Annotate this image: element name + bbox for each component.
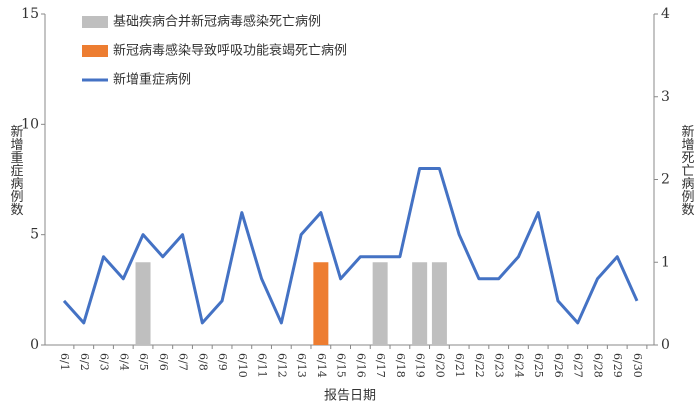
- x-tick-label: 6/7: [177, 353, 190, 371]
- x-tick-label: 6/2: [78, 353, 91, 371]
- y2-tick-label: 4: [661, 6, 670, 22]
- y-tick-label: 0: [30, 337, 39, 353]
- x-tick-label: 6/30: [631, 353, 644, 378]
- bar: [135, 262, 151, 345]
- x-tick-label: 6/22: [473, 353, 486, 378]
- legend-swatch: [82, 45, 108, 57]
- bar: [372, 262, 388, 345]
- x-tick-label: 6/13: [295, 353, 308, 378]
- y2-tick-label: 3: [661, 89, 670, 105]
- x-tick-label: 6/15: [335, 353, 348, 378]
- x-tick-label: 6/9: [216, 353, 229, 371]
- x-tick-label: 6/21: [453, 353, 466, 378]
- x-axis-title: 报告日期: [324, 389, 376, 404]
- x-tick-label: 6/1: [58, 353, 71, 371]
- x-tick-label: 6/17: [374, 353, 387, 378]
- x-tick-label: 6/25: [532, 353, 545, 378]
- y2-tick-label: 0: [661, 337, 670, 353]
- legend-label: 新冠病毒感染导致呼吸功能衰竭死亡病例: [113, 43, 347, 59]
- x-tick-label: 6/12: [275, 353, 288, 378]
- line: [62, 166, 639, 325]
- y2-axis-title: 新增死亡病例数: [679, 124, 695, 216]
- x-tick-label: 6/6: [157, 353, 170, 371]
- x-tick-label: 6/11: [256, 353, 269, 378]
- legend-label: 新增重症病例: [113, 72, 191, 88]
- y2-tick-label: 1: [661, 254, 670, 270]
- bar: [313, 262, 329, 345]
- legend-swatch: [82, 16, 108, 28]
- x-tick-label: 6/10: [236, 353, 249, 378]
- y-tick-label: 15: [21, 6, 39, 22]
- legend-label: 基础疾病合并新冠病毒感染死亡病例: [113, 14, 321, 30]
- x-tick-label: 6/18: [394, 353, 407, 378]
- x-tick-label: 6/26: [552, 353, 565, 378]
- y-tick-label: 10: [21, 116, 39, 132]
- x-tick-label: 6/5: [137, 353, 150, 371]
- x-tick-label: 6/23: [493, 353, 506, 378]
- x-tick-label: 6/27: [572, 353, 585, 378]
- x-tick-label: 6/24: [512, 353, 525, 378]
- x-tick-label: 6/19: [414, 353, 427, 378]
- x-tick-label: 6/14: [315, 353, 328, 378]
- x-tick-label: 6/8: [196, 353, 209, 371]
- x-tick-label: 6/4: [117, 353, 130, 371]
- x-tick-label: 6/3: [98, 353, 111, 371]
- x-tick-label: 6/28: [591, 353, 604, 378]
- y-tick-label: 5: [30, 227, 39, 243]
- x-tick-label: 6/29: [611, 353, 624, 378]
- bar: [431, 262, 447, 345]
- bar: [412, 262, 428, 345]
- y2-tick-label: 2: [661, 172, 670, 188]
- x-tick-label: 6/16: [354, 353, 367, 378]
- y-axis-title: 新增重症病例数: [8, 124, 24, 216]
- x-tick-label: 6/20: [433, 353, 446, 378]
